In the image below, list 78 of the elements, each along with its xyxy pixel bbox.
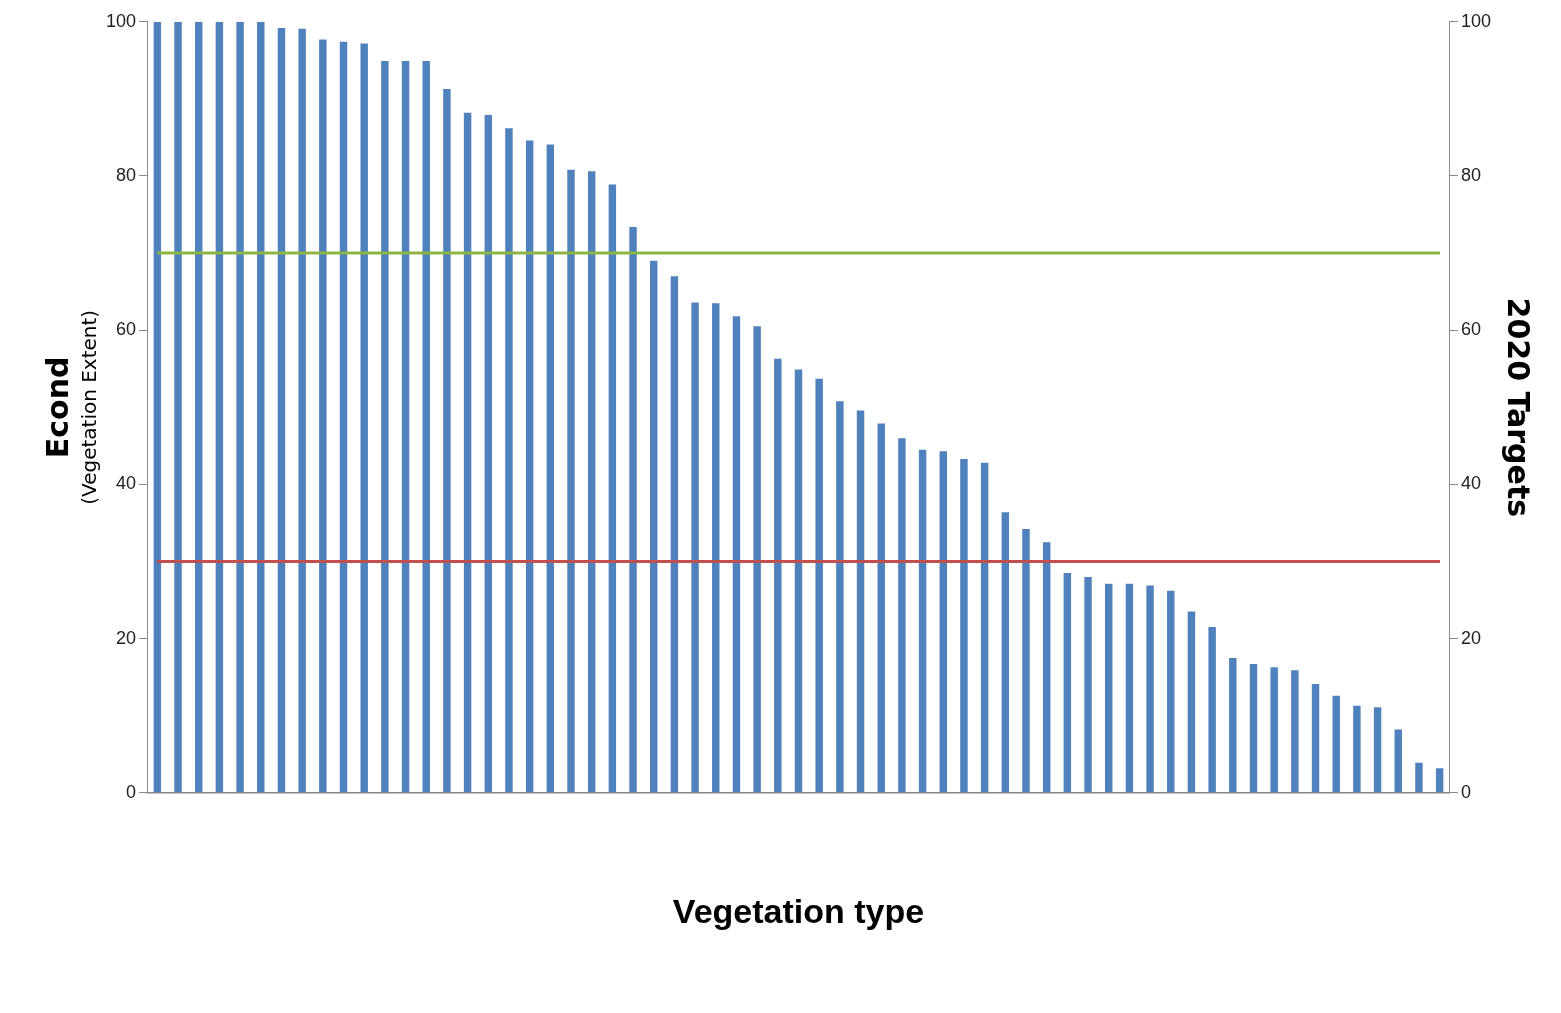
bar [401,61,410,793]
bar [960,458,968,793]
y2-axis-title: 2020 Targets [1501,297,1537,518]
bar [1332,695,1340,793]
y-tick-label: 80 [116,164,137,185]
bar [1042,542,1051,793]
bar [1291,670,1299,793]
bar [980,462,989,793]
y-tick-label: 20 [116,627,137,648]
bar [463,112,472,793]
bar [422,61,430,793]
bar [1022,529,1030,793]
bar [298,28,306,793]
bar [381,61,389,793]
y-tick-label: 100 [105,10,137,31]
bar [898,438,906,793]
bar [1353,705,1361,793]
bar [195,21,203,793]
bar [1415,762,1423,793]
bar [1249,664,1258,793]
bar [567,169,575,793]
bar [650,260,658,793]
bar [691,302,699,793]
bar [1001,512,1010,793]
bar [360,43,368,793]
bar [443,88,451,793]
bar [215,21,224,793]
bar [1270,667,1278,793]
y-tick-label: 40 [116,473,137,494]
bar [1063,573,1072,793]
bar [877,423,885,793]
bar [505,128,513,793]
x-axis-title: Vegetation type [672,891,925,930]
bar [712,303,720,793]
bar [1229,657,1237,793]
bar [1208,627,1216,793]
y2-tick-label: 100 [1460,10,1492,31]
bar [587,171,596,793]
bar [257,21,265,793]
bar [277,27,286,793]
bar [174,21,182,793]
bar [546,144,555,793]
bar [774,358,782,793]
bar [236,21,244,793]
bar [484,115,492,793]
bar [670,276,679,793]
y-tick-label: 0 [126,781,137,802]
bar [1084,576,1092,793]
bar [1187,611,1196,793]
y2-tick-label: 60 [1460,319,1481,340]
y-tick-label: 60 [116,319,137,340]
bar [732,316,741,793]
bar [629,226,637,793]
bar [153,21,162,793]
bar [525,140,534,793]
y2-tick-label: 20 [1460,627,1481,648]
bar [339,41,348,793]
bar [1105,583,1113,793]
y2-tick-label: 80 [1460,164,1481,185]
bar [753,326,761,793]
y2-tick-label: 40 [1460,473,1481,494]
bar [1146,585,1154,793]
bar [1311,684,1320,793]
y2-tick-label: 0 [1460,781,1471,802]
y-axis-title: Econd (Vegetation Extent) [40,309,101,505]
bar [1373,707,1382,793]
bar [1167,590,1175,793]
bar [1125,583,1134,793]
bar [1435,768,1444,793]
bar [815,378,823,793]
bar [856,410,865,793]
bar [608,184,617,793]
bar [794,369,803,793]
bar [836,401,844,793]
bar [939,451,947,793]
bar [319,39,327,793]
bar [1394,729,1402,793]
bar [918,449,927,793]
